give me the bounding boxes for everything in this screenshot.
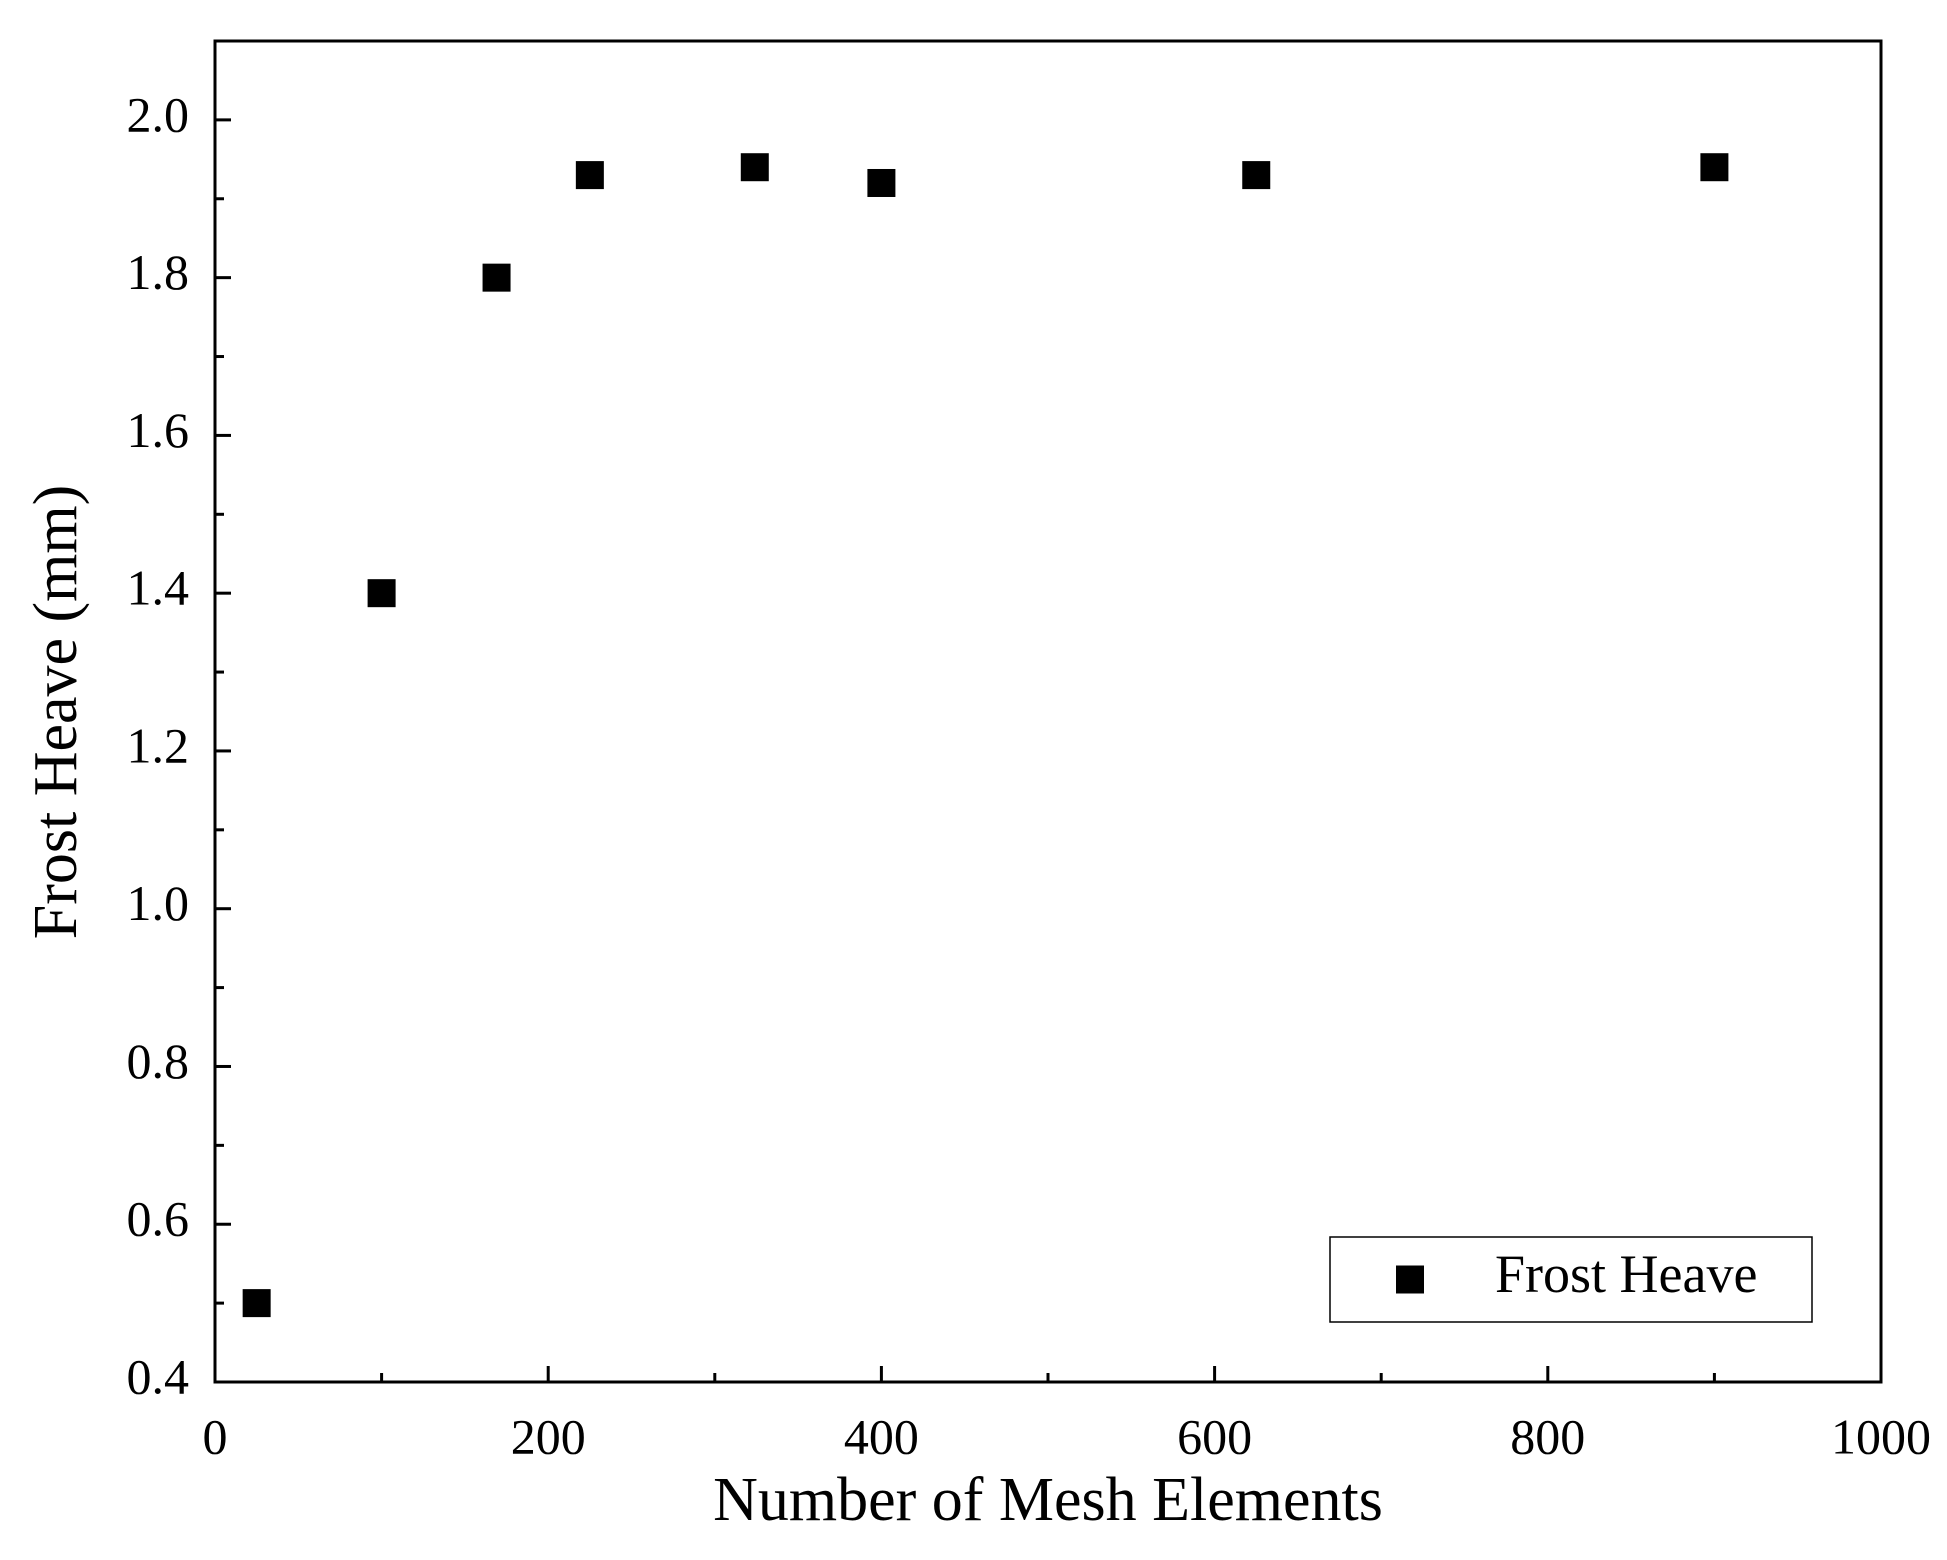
marker [482, 263, 511, 292]
x-tick-label: 600 [1177, 1408, 1252, 1464]
x-tick-label: 200 [511, 1408, 586, 1464]
marker [1700, 153, 1729, 182]
x-tick-label: 800 [1510, 1408, 1585, 1464]
x-tick-label: 1000 [1831, 1408, 1931, 1464]
plot-frame [213, 39, 1883, 1384]
marker [867, 168, 896, 197]
x-tick-label: 400 [844, 1408, 919, 1464]
y-tick-label: 1.6 [127, 402, 190, 458]
marker [575, 161, 604, 190]
y-tick-label: 0.6 [127, 1191, 190, 1247]
x-tick-label: 0 [203, 1408, 228, 1464]
y-tick-label: 1.2 [127, 717, 190, 773]
y-axis-title: Frost Heave (mm) [22, 485, 90, 940]
y-tick-label: 1.4 [127, 560, 190, 616]
y-tick-label: 1.0 [127, 875, 190, 931]
marker [1242, 161, 1271, 190]
marker [242, 1289, 271, 1318]
marker [367, 579, 396, 608]
y-tick-label: 0.8 [127, 1033, 190, 1089]
marker [740, 153, 769, 182]
legend-label: Frost Heave [1495, 1244, 1757, 1304]
y-tick-label: 1.8 [127, 244, 190, 300]
y-tick-label: 2.0 [127, 86, 190, 142]
legend-marker [1396, 1265, 1424, 1294]
x-axis-title: Number of Mesh Elements [713, 1466, 1383, 1534]
y-tick-label: 0.4 [127, 1348, 190, 1404]
